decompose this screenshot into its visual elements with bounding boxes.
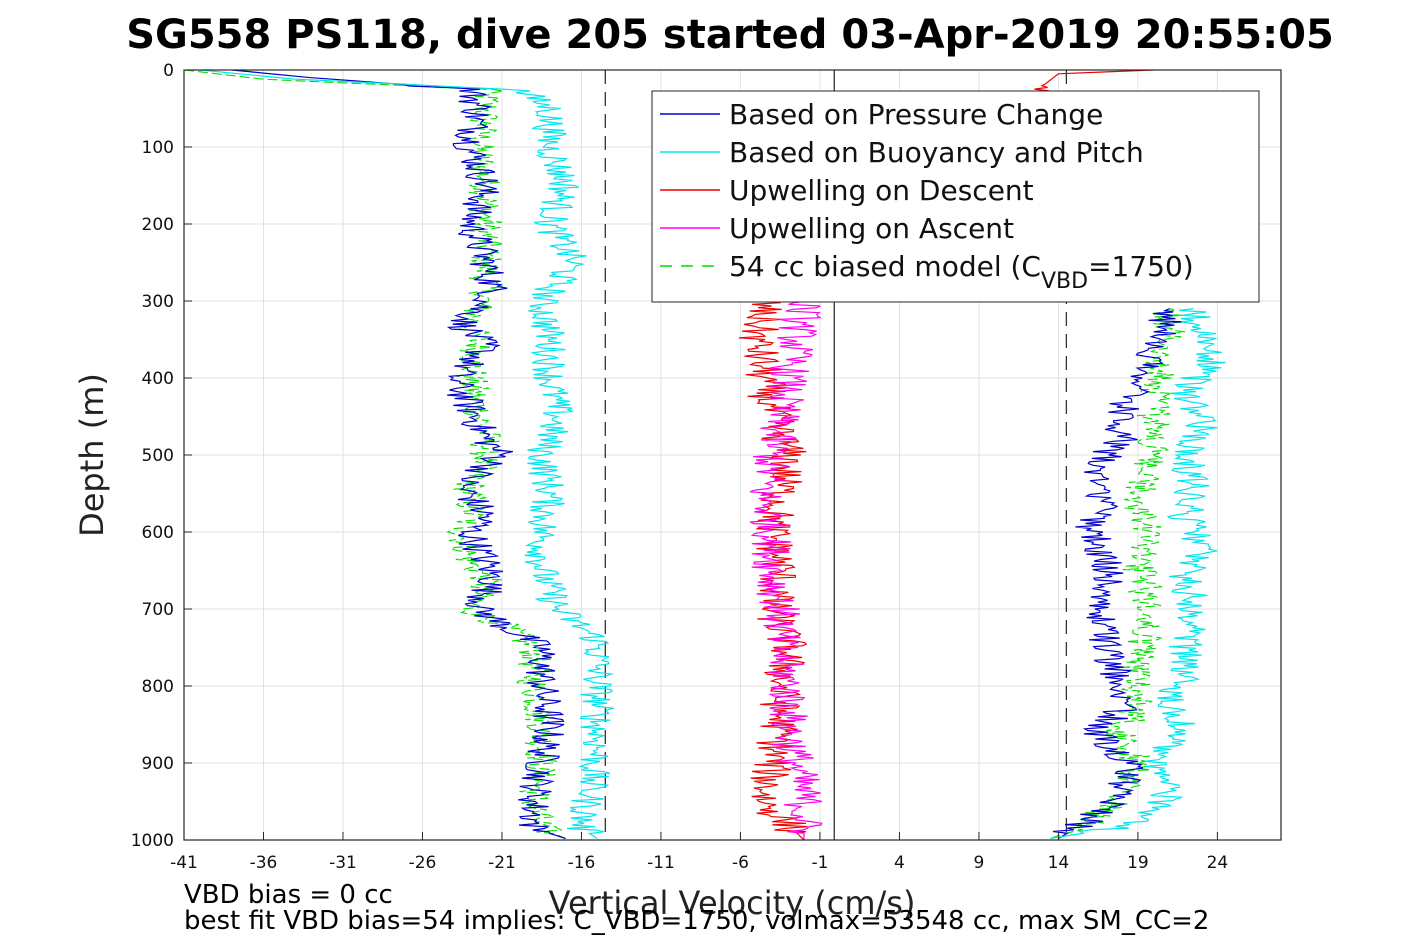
y-tick-label: 200 — [142, 215, 174, 235]
legend-label: Upwelling on Descent — [729, 174, 1034, 207]
y-tick-label: 800 — [142, 677, 174, 697]
legend-label: Based on Buoyancy and Pitch — [729, 136, 1144, 169]
y-tick-label: 1000 — [131, 831, 174, 851]
legend-suffix: =1750) — [1088, 250, 1194, 283]
y-axis-ticks: 0 100 200 300 400 500 600 700 800 900 1000 — [131, 61, 192, 851]
series-line-1-1 — [1050, 308, 1226, 840]
x-tick-label: -36 — [250, 853, 278, 873]
series-1 — [199, 70, 1226, 840]
series-line-4-1 — [1050, 308, 1186, 840]
series-0 — [231, 70, 1183, 840]
y-tick-label: 700 — [142, 600, 174, 620]
x-tick-label: 14 — [1048, 853, 1070, 873]
y-axis-label: Depth (m) — [73, 373, 111, 537]
series-line-1-0 — [199, 70, 615, 840]
legend-label: Based on Pressure Change — [729, 98, 1103, 131]
legend-box — [651, 90, 1260, 303]
x-tick-label: 19 — [1127, 853, 1149, 873]
x-tick-label: -1 — [811, 853, 828, 873]
y-tick-label: 0 — [163, 61, 174, 81]
x-tick-label: -6 — [732, 853, 749, 873]
x-axis-ticks: -41 -36 -31 -26 -21 -16 -11 -6 -1 4 9 14 19 24 — [170, 832, 1228, 873]
y-tick-label: 400 — [142, 369, 174, 389]
legend-label: Upwelling on Ascent — [729, 212, 1014, 245]
x-tick-label: -26 — [409, 853, 437, 873]
series-3 — [749, 300, 823, 840]
legend-subscript: VBD — [1041, 269, 1088, 294]
y-tick-label: 600 — [142, 523, 174, 543]
legend-label-text: Based on Pressure Change — [729, 98, 1103, 131]
chart-title: SG558 PS118, dive 205 started 03-Apr-201… — [126, 12, 1334, 58]
legend-label: 54 cc biased model (CVBD=1750) — [729, 250, 1194, 294]
x-tick-label: 24 — [1207, 853, 1229, 873]
y-tick-label: 900 — [142, 754, 174, 774]
x-tick-label: -11 — [647, 853, 675, 873]
series-line-4-0 — [184, 70, 566, 840]
series-line-3-0 — [749, 300, 823, 840]
legend-label-text: Upwelling on Ascent — [729, 212, 1014, 245]
series-line-0-1 — [1052, 308, 1183, 840]
legend-label-text: Based on Buoyancy and Pitch — [729, 136, 1144, 169]
best-fit-note: best fit VBD bias=54 implies: C_VBD=1750… — [184, 906, 1209, 936]
series-line-0-0 — [231, 70, 566, 840]
x-tick-label: -16 — [568, 853, 596, 873]
y-tick-label: 500 — [142, 446, 174, 466]
x-tick-label: -31 — [329, 853, 357, 873]
legend-label-text: Upwelling on Descent — [729, 174, 1034, 207]
y-tick-label: 100 — [142, 138, 174, 158]
x-axis-label: Vertical Velocity (cm/s) — [549, 884, 916, 922]
legend: Based on Pressure Change Based on Buoyanc… — [651, 90, 1260, 303]
vbd-bias-note: VBD bias = 0 cc — [184, 880, 393, 910]
x-tick-label: 9 — [974, 853, 985, 873]
x-tick-label: -41 — [170, 853, 198, 873]
y-tick-label: 300 — [142, 292, 174, 312]
legend-label-text: 54 cc biased model (C — [729, 250, 1041, 283]
x-tick-label: 4 — [894, 853, 905, 873]
x-tick-label: -21 — [488, 853, 516, 873]
